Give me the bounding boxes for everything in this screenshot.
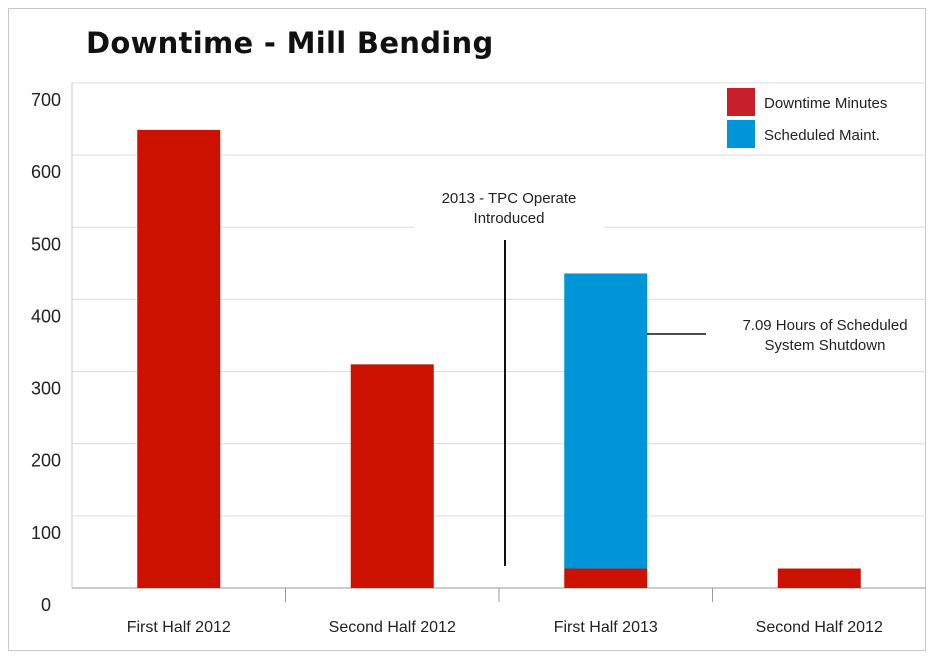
annotation-text: 7.09 Hours of Scheduled <box>742 317 907 334</box>
annotation-text: 2013 - TPC Operate <box>442 190 577 207</box>
annotation-bg <box>710 310 924 362</box>
bar <box>137 129 221 588</box>
legend-swatch <box>727 88 755 116</box>
y-tick-label: 300 <box>31 379 61 399</box>
x-tick-label: First Half 2013 <box>554 619 658 636</box>
y-tick-label: 400 <box>31 306 61 326</box>
y-tick-label: 500 <box>31 234 61 254</box>
y-tick-label: 700 <box>31 90 61 110</box>
annotation-bg <box>414 183 604 235</box>
bar <box>350 364 434 588</box>
x-tick-label: Second Half 2012 <box>756 619 883 636</box>
y-tick-label: 600 <box>31 162 61 182</box>
y-tick-label: 0 <box>41 595 51 615</box>
bar <box>564 273 648 569</box>
bar <box>777 568 861 588</box>
y-tick-label: 100 <box>31 523 61 543</box>
x-tick-label: First Half 2012 <box>127 619 231 636</box>
legend-label: Scheduled Maint. <box>764 127 880 144</box>
chart-title: Downtime - Mill Bending <box>86 26 494 60</box>
legend-swatch <box>727 120 755 148</box>
y-tick-label: 200 <box>31 451 61 471</box>
annotation-text: System Shutdown <box>765 337 886 354</box>
x-tick-label: Second Half 2012 <box>329 619 456 636</box>
bar <box>564 568 648 588</box>
annotation-text: Introduced <box>474 210 545 227</box>
legend-label: Downtime Minutes <box>764 95 887 112</box>
